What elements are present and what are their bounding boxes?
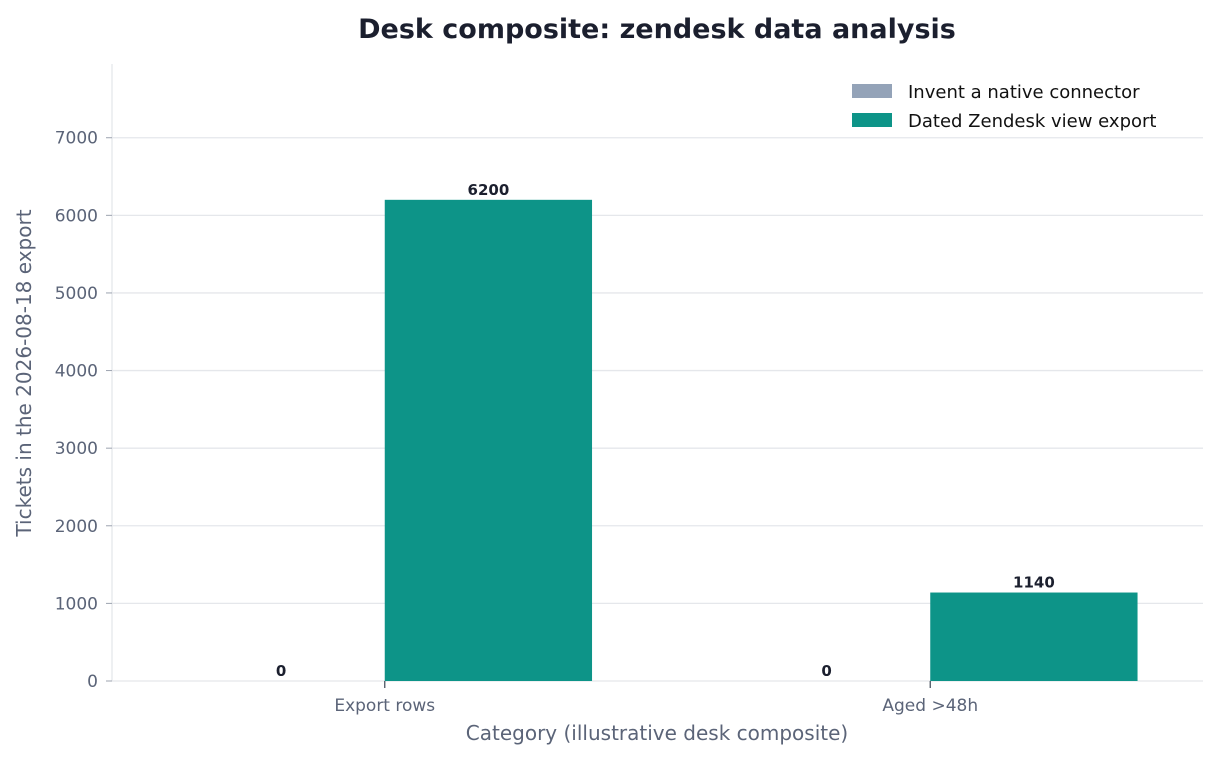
y-tick-label-0: 0 — [87, 672, 98, 692]
chart-title: Desk composite: zendesk data analysis — [358, 14, 956, 45]
legend-label-2: Dated Zendesk view export — [908, 111, 1156, 132]
y-tick-label-2: 2000 — [55, 517, 98, 537]
y-tick-label-7: 7000 — [55, 129, 98, 149]
legend: Invent a native connector Dated Zendesk v… — [852, 82, 1156, 132]
y-axis-ticks: 0 1000 2000 3000 4000 5000 6000 7000 — [55, 129, 112, 692]
y-tick-label-5: 5000 — [55, 284, 98, 304]
data-labels: 0 6200 0 1140 — [276, 181, 1055, 680]
data-label-2-2: 1140 — [1013, 574, 1055, 592]
bar-2-1 — [384, 199, 593, 681]
y-tick-label-6: 6000 — [55, 206, 98, 226]
legend-label-1: Invent a native connector — [908, 82, 1140, 103]
bars — [384, 199, 1138, 681]
data-label-2-1: 6200 — [468, 181, 510, 199]
data-label-1-2: 0 — [821, 662, 831, 680]
data-label-1-1: 0 — [276, 662, 286, 680]
x-tick-label-2: Aged >48h — [882, 696, 978, 716]
y-tick-label-3: 3000 — [55, 439, 98, 459]
y-axis-label: Tickets in the 2026-08-18 export — [12, 209, 36, 537]
x-axis-label: Category (illustrative desk composite) — [466, 721, 848, 745]
y-tick-label-4: 4000 — [55, 362, 98, 382]
legend-swatch-1 — [852, 84, 892, 98]
y-tick-label-1: 1000 — [55, 594, 98, 614]
legend-swatch-2 — [852, 113, 892, 127]
x-axis-ticks: Export rows Aged >48h — [334, 681, 978, 716]
x-tick-label-1: Export rows — [334, 696, 435, 716]
bar-2-2 — [930, 592, 1138, 681]
gridlines — [112, 137, 1203, 605]
